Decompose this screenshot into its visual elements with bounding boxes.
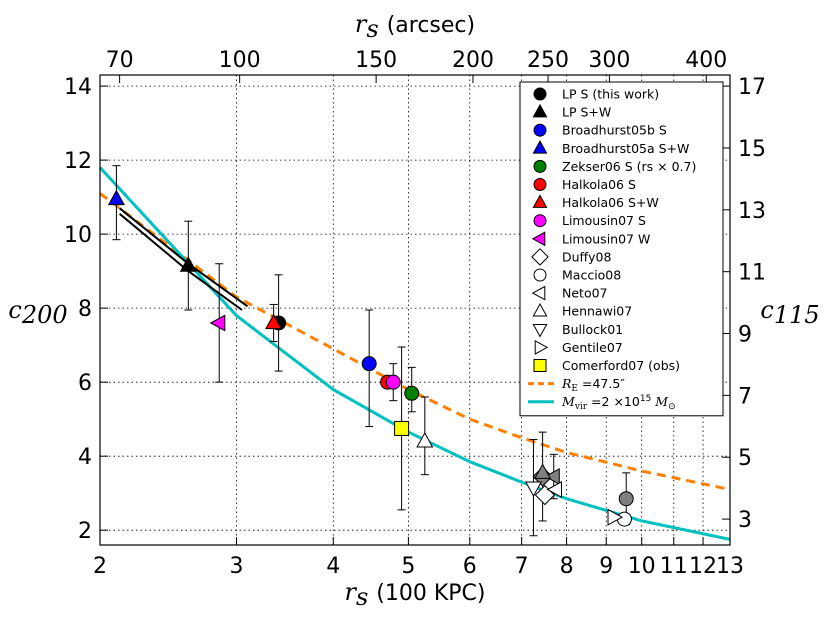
legend-marker xyxy=(532,194,548,208)
legend-label: Mvir =2 ×1015 M⊙ xyxy=(561,394,676,412)
legend-label: Broadhurst05b S xyxy=(562,123,667,138)
data-point xyxy=(607,508,624,526)
gray-point xyxy=(544,467,560,486)
data-point xyxy=(394,420,410,436)
data-point xyxy=(179,256,197,272)
y-axis-title: c200 xyxy=(8,296,67,329)
y-right-tick-label: 15 xyxy=(738,137,766,162)
data-point xyxy=(524,481,543,498)
gray-point xyxy=(534,463,552,479)
legend-label: Limousin07 W xyxy=(562,231,650,246)
x-top-tick-label: 150 xyxy=(355,48,397,73)
x-tick-label: 7 xyxy=(515,554,529,579)
x-top-tick-label: 70 xyxy=(106,48,134,73)
legend-label: Zekser06 S (rs × 0.7) xyxy=(562,159,696,174)
x-top-axis-title: rs (arcsec) xyxy=(355,10,475,43)
y-right-tick-label: 9 xyxy=(738,323,752,348)
legend-label: LP S+W xyxy=(562,105,611,120)
legend-marker xyxy=(533,123,547,137)
legend-label: Halkola06 S xyxy=(562,177,636,192)
legend-marker xyxy=(533,268,547,282)
legend-marker xyxy=(531,248,549,266)
x-tick-label: 12 xyxy=(689,554,717,579)
y-tick-label: 6 xyxy=(78,371,92,396)
curve-line xyxy=(98,166,731,541)
legend: LP S (this work) LP S+W Broadhurst05b S Bro… xyxy=(519,81,724,417)
x-tick-label: 5 xyxy=(401,554,415,579)
y-right-tick-label: 3 xyxy=(738,508,752,533)
curve-line xyxy=(118,213,243,311)
x-top-tick-label: 400 xyxy=(685,48,727,73)
axis-titles: rs (100 KPC) rs (arcsec) c200 c115 xyxy=(8,10,819,611)
data-point xyxy=(265,313,283,330)
legend-marker xyxy=(533,159,547,173)
legend-label: Hennawi07 xyxy=(562,304,632,319)
data-point xyxy=(107,189,125,206)
legend-marker xyxy=(533,214,547,228)
legend-marker xyxy=(532,103,548,118)
y-tick-label: 14 xyxy=(64,75,92,100)
y-right-tick-label: 5 xyxy=(738,446,752,471)
x-tick-label: 11 xyxy=(660,554,688,579)
y-right-tick-label: 17 xyxy=(738,75,766,100)
gray-point xyxy=(618,491,634,507)
legend-marker xyxy=(534,339,549,355)
plot-frame xyxy=(99,74,731,546)
y-tick-label: 2 xyxy=(78,519,92,544)
x-top-tick-label: 250 xyxy=(527,48,569,73)
legend-marker xyxy=(533,359,547,372)
legend-marker xyxy=(532,302,548,317)
plot-border xyxy=(99,74,731,546)
data-point xyxy=(361,356,377,372)
legend-label: Limousin07 S xyxy=(562,213,646,228)
x-top-tick-label: 300 xyxy=(588,48,630,73)
legend-label: RE =47.5″ xyxy=(561,376,625,394)
legend-label: Duffy08 xyxy=(562,249,612,264)
legend-label: LP S (this work) xyxy=(562,87,659,102)
legend-label: Comerford07 (obs) xyxy=(562,358,680,373)
y-tick-label: 12 xyxy=(64,149,92,174)
x-top-tick-label: 200 xyxy=(452,48,494,73)
x-axis-title: rs (100 KPC) xyxy=(344,578,485,611)
y-tick-label: 8 xyxy=(78,297,92,322)
legend-marker xyxy=(531,231,546,247)
data-point xyxy=(209,314,226,332)
legend-marker xyxy=(532,140,548,154)
legend-marker xyxy=(533,178,547,191)
data-point xyxy=(404,385,420,401)
legend-box xyxy=(519,81,724,417)
x-tick-label: 8 xyxy=(560,554,574,579)
legend-marker xyxy=(531,285,546,301)
y-tick-label: 10 xyxy=(64,223,92,248)
legend-label: Halkola06 S+W xyxy=(562,195,659,210)
data-point xyxy=(385,374,401,390)
data-point xyxy=(546,480,562,499)
legend-label: Maccio08 xyxy=(562,268,621,283)
x-tick-label: 4 xyxy=(326,554,340,579)
x-tick-label: 6 xyxy=(463,554,477,579)
y-tick-label: 4 xyxy=(78,445,92,470)
x-tick-label: 10 xyxy=(628,554,656,579)
legend-label: Gentile07 xyxy=(562,340,623,355)
x-top-tick-label: 100 xyxy=(219,48,261,73)
curve-line xyxy=(99,192,731,491)
markers xyxy=(107,189,634,527)
x-tick-label: 2 xyxy=(93,554,107,579)
x-tick-label: 9 xyxy=(599,554,613,579)
data-point xyxy=(416,431,434,448)
legend-label: Neto07 xyxy=(562,286,608,301)
y-right-axis-title: c115 xyxy=(760,296,819,329)
y-right-tick-label: 7 xyxy=(738,384,752,409)
legend-marker xyxy=(533,87,547,101)
y-right-tick-label: 13 xyxy=(738,199,766,224)
x-tick-label: 13 xyxy=(716,554,744,579)
legend-label: Bullock01 xyxy=(562,322,623,337)
legend-marker xyxy=(532,324,548,338)
y-right-tick-label: 11 xyxy=(738,261,766,286)
x-tick-label: 3 xyxy=(229,554,243,579)
legend-label: Broadhurst05a S+W xyxy=(562,141,689,156)
